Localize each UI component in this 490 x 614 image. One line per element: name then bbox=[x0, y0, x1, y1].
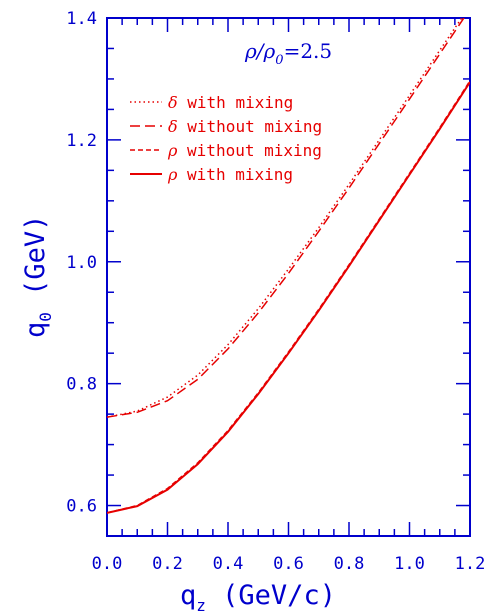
axis-ticks bbox=[106, 17, 471, 537]
y-tick-labels: 0.6 0.8 1.0 1.2 1.4 bbox=[66, 9, 97, 517]
y-tick-label: 1.0 bbox=[66, 253, 97, 273]
x-tick-label: 0.2 bbox=[152, 554, 183, 574]
x-tick-label: 0.6 bbox=[273, 554, 304, 574]
x-tick-label: 0.4 bbox=[213, 554, 244, 574]
y-tick-label: 0.6 bbox=[66, 497, 97, 517]
y-axis-label: q0 (GeV) bbox=[20, 215, 55, 338]
legend-label: ρ with mixing bbox=[167, 165, 293, 184]
series-line-4 bbox=[107, 81, 470, 514]
x-tick-label: 0.0 bbox=[92, 554, 123, 574]
y-tick-label: 1.4 bbox=[66, 9, 97, 29]
x-tick-label: 1.2 bbox=[455, 554, 486, 574]
annotation-density: ρ/ρ0=2.5 bbox=[244, 39, 332, 68]
series-line-2 bbox=[107, 18, 465, 418]
legend-label: δ without mixing bbox=[168, 117, 322, 136]
legend-label: ρ without mixing bbox=[167, 141, 322, 160]
x-tick-label: 0.8 bbox=[334, 554, 365, 574]
y-tick-label: 0.8 bbox=[66, 375, 97, 395]
legend-label: δ with mixing bbox=[168, 93, 293, 112]
x-tick-label: 1.0 bbox=[394, 554, 425, 574]
x-axis-label: qz (GeV/c) bbox=[180, 580, 336, 614]
legend: δ with mixing δ without mixing ρ without m… bbox=[130, 93, 322, 184]
series-line-1 bbox=[107, 18, 463, 418]
x-tick-labels: 0.0 0.2 0.4 0.6 0.8 1.0 1.2 bbox=[92, 554, 486, 574]
y-tick-label: 1.2 bbox=[66, 131, 97, 151]
series-curves bbox=[107, 18, 470, 514]
